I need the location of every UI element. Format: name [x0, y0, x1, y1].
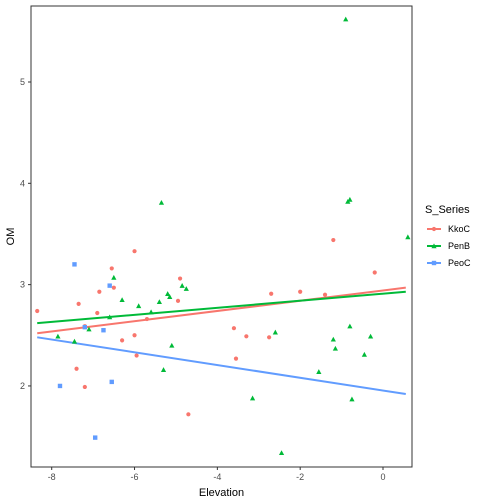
data-point-kkoc — [244, 334, 249, 339]
data-point-penb — [158, 199, 165, 205]
data-point-kkoc — [175, 298, 181, 303]
data-point-penb — [156, 299, 162, 305]
x-tick-label: -6 — [131, 472, 139, 482]
y-tick-label: 2 — [20, 381, 25, 391]
legend-item-kkoc: KkoC — [427, 224, 471, 234]
data-point-kkoc — [267, 335, 272, 340]
data-point-peoc — [107, 283, 112, 288]
trend-line-peoc — [37, 336, 406, 396]
data-point-kkoc — [231, 326, 237, 331]
data-point-penb — [272, 329, 278, 335]
data-point-penb — [165, 291, 171, 296]
trend-lines — [37, 286, 406, 396]
y-tick-label: 5 — [20, 77, 25, 87]
data-point-penb — [361, 351, 367, 357]
data-point-penb — [347, 196, 353, 202]
legend-item-peoc: PeoC — [427, 258, 471, 268]
data-point-kkoc — [134, 353, 139, 358]
data-point-kkoc — [298, 289, 303, 294]
data-point-penb — [160, 367, 167, 372]
data-point-kkoc — [331, 237, 336, 243]
legend-title: S_Series — [425, 204, 470, 216]
data-point-kkoc — [97, 289, 102, 294]
x-axis: -8 -6 -4 -2 0 — [48, 467, 386, 482]
data-point-penb — [119, 297, 125, 303]
data-point-kkoc — [109, 266, 114, 271]
data-point-penb — [347, 323, 353, 329]
data-point-penb — [183, 286, 189, 291]
x-tick-label: 0 — [381, 472, 386, 482]
data-point-penb — [55, 333, 61, 339]
data-point-penb — [332, 345, 338, 351]
legend: S_Series KkoC PenB PeoC — [425, 204, 471, 268]
data-point-peoc — [82, 324, 88, 330]
data-point-penb — [136, 303, 142, 309]
data-point-kkoc — [132, 249, 137, 254]
legend-label: PenB — [448, 241, 470, 251]
data-point-penb — [343, 16, 349, 22]
data-point-penb — [107, 314, 113, 320]
x-tick-label: -2 — [296, 472, 304, 482]
legend-key-marker — [431, 260, 437, 266]
data-point-kkoc — [322, 292, 328, 297]
data-point-penb — [167, 294, 173, 299]
data-point-kkoc — [144, 316, 150, 322]
data-point-kkoc — [233, 356, 239, 361]
data-point-kkoc — [120, 338, 125, 343]
data-point-peoc — [101, 328, 106, 333]
y-tick-label: 3 — [20, 280, 25, 290]
data-point-penb — [249, 395, 256, 401]
data-point-peoc — [109, 379, 114, 385]
x-tick-label: -8 — [48, 472, 56, 482]
data-point-kkoc — [35, 308, 40, 314]
data-point-kkoc — [95, 310, 100, 316]
data-point-penb — [349, 396, 355, 402]
data-point-penb — [169, 342, 175, 348]
data-point-penb — [316, 369, 322, 374]
legend-key-marker — [431, 243, 437, 249]
data-point-penb — [405, 234, 411, 240]
data-point-kkoc — [372, 270, 377, 275]
data-point-kkoc — [111, 285, 116, 290]
data-point-penb — [111, 274, 117, 280]
data-point-penb — [278, 450, 285, 456]
data-point-penb — [86, 326, 92, 332]
data-point-penb — [330, 336, 336, 342]
data-point-penb — [71, 338, 78, 344]
x-axis-title: Elevation — [199, 487, 244, 499]
data-points — [35, 16, 411, 456]
data-point-kkoc — [74, 366, 79, 371]
data-point-kkoc — [177, 276, 183, 281]
trend-line-kkoc — [37, 286, 406, 335]
data-point-penb — [148, 309, 154, 315]
data-point-peoc — [72, 262, 77, 267]
data-point-kkoc — [186, 412, 191, 417]
data-point-kkoc — [82, 384, 87, 390]
y-tick-label: 4 — [20, 178, 25, 188]
data-point-peoc — [92, 435, 98, 440]
data-point-penb — [367, 333, 374, 339]
legend-item-penb: PenB — [427, 241, 470, 251]
legend-label: PeoC — [448, 258, 471, 268]
data-point-kkoc — [269, 291, 274, 296]
legend-label: KkoC — [448, 224, 471, 234]
y-axis-title: OM — [5, 228, 17, 246]
x-tick-label: -4 — [213, 472, 221, 482]
legend-key-marker — [431, 226, 437, 232]
data-point-penb — [179, 283, 185, 288]
trend-line-penb — [37, 290, 406, 325]
data-point-kkoc — [132, 333, 137, 338]
plot-panel — [30, 5, 413, 468]
data-point-peoc — [57, 383, 63, 389]
data-point-kkoc — [76, 301, 81, 306]
y-axis: 2 3 4 5 — [20, 77, 31, 391]
